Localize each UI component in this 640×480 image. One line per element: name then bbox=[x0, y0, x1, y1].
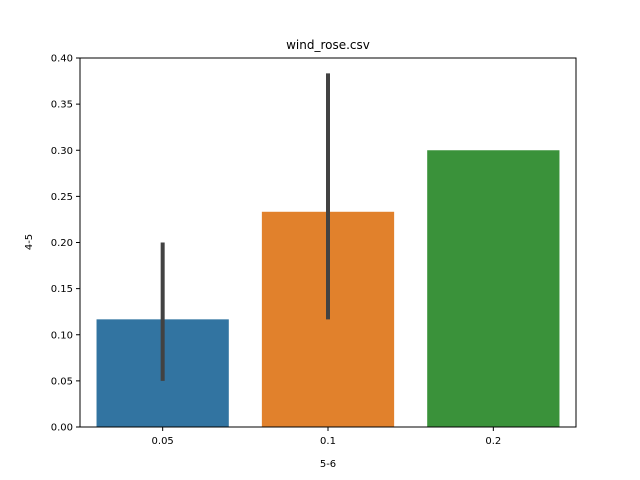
bar-2 bbox=[427, 150, 560, 427]
y-tick-label: 0.05 bbox=[51, 376, 73, 387]
x-axis: 0.05 0.1 0.2 bbox=[152, 427, 501, 447]
y-axis: 0.00 0.05 0.10 0.15 0.20 0.25 0.30 0.35 0.40 bbox=[51, 54, 80, 434]
x-tick-label: 0.05 bbox=[152, 436, 174, 447]
chart-title: wind_rose.csv bbox=[286, 38, 370, 52]
y-tick-label: 0.30 bbox=[51, 146, 73, 157]
x-axis-label: 5-6 bbox=[320, 459, 336, 470]
y-tick-label: 0.10 bbox=[51, 330, 73, 341]
y-axis-label: 4-5 bbox=[24, 234, 35, 250]
y-tick-label: 0.00 bbox=[51, 423, 73, 434]
y-tick-label: 0.25 bbox=[51, 192, 73, 203]
x-tick-label: 0.1 bbox=[320, 436, 336, 447]
y-tick-label: 0.20 bbox=[51, 238, 73, 249]
plot-area bbox=[96, 73, 560, 427]
y-tick-label: 0.40 bbox=[51, 54, 73, 65]
y-tick-label: 0.35 bbox=[51, 100, 73, 111]
x-tick-label: 0.2 bbox=[485, 436, 501, 447]
y-tick-label: 0.15 bbox=[51, 284, 73, 295]
